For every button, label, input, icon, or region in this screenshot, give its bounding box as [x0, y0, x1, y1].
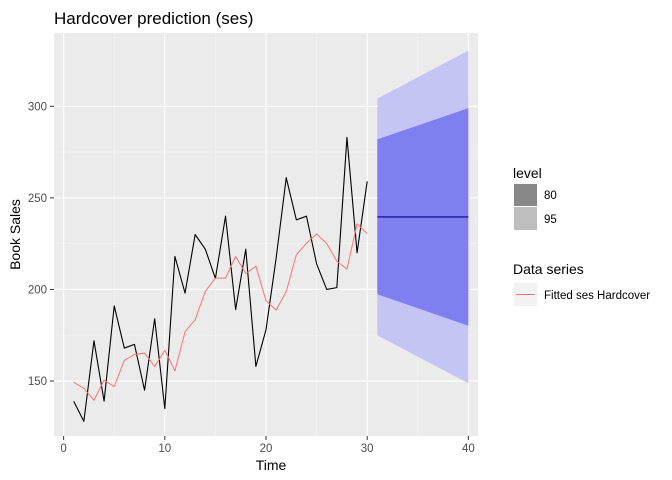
chart-title: Hardcover prediction (ses)	[54, 9, 253, 28]
x-tick-label: 0	[60, 443, 66, 455]
x-tick-label: 20	[260, 443, 273, 455]
fitted-series-line	[73, 223, 368, 401]
x-axis: 0 10 20 30 40	[60, 436, 475, 455]
legend-label-80: 80	[544, 190, 557, 202]
y-axis-title: Book Sales	[7, 199, 23, 270]
y-tick-label: 250	[28, 193, 47, 205]
legend-key-80	[514, 184, 537, 206]
legend-key-95	[514, 207, 537, 230]
y-tick-label: 200	[28, 284, 47, 296]
legend-level-title: level	[513, 165, 542, 181]
x-axis-title: Time	[256, 457, 287, 473]
legend-label-fitted: Fitted ses Hardcover	[544, 290, 650, 302]
y-axis: 150 200 250 300	[28, 101, 54, 388]
legend-label-95: 95	[544, 214, 557, 226]
legend-series-title: Data series	[513, 261, 584, 277]
y-tick-label: 150	[28, 376, 47, 388]
gridlines	[54, 33, 478, 436]
x-tick-label: 30	[361, 443, 374, 455]
x-tick-label: 40	[462, 443, 475, 455]
y-tick-label: 300	[28, 101, 47, 113]
x-tick-label: 10	[158, 443, 171, 455]
observed-series-line	[73, 136, 368, 422]
legend: level 80 95 Data series Fitted ses Hardc…	[513, 165, 650, 306]
series-lines	[73, 136, 469, 422]
